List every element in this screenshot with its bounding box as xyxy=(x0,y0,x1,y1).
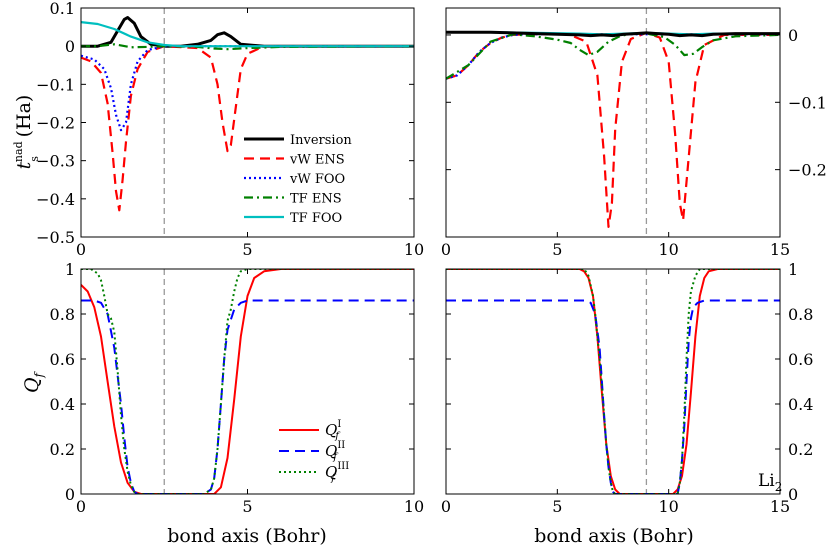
legend: Inversion vW ENS vW FOO TF ENS TF FOO xyxy=(244,133,352,226)
y-tick-label: 0.2 xyxy=(50,440,75,459)
series-tf-foo xyxy=(81,21,414,48)
y-tick-label: 0 xyxy=(788,485,798,504)
series-vw-foo xyxy=(81,45,414,132)
y-tick-label: 0 xyxy=(65,37,75,56)
y-tick-label: 0 xyxy=(788,26,798,45)
svg-text:Qf: Qf xyxy=(21,370,46,393)
x-tick-label: 10 xyxy=(658,497,678,516)
legend-entry-label: QI f xyxy=(325,419,341,442)
y-tick-label: 0.4 xyxy=(788,395,813,414)
series-tf-ens xyxy=(446,32,780,80)
panel-top-left: 0 5 10 −0.5 −0.4 −0.3 −0.2 −0.1 0 0.1 Inversion vW … xyxy=(36,0,424,259)
y-tick-label: 0.6 xyxy=(788,350,813,369)
y-tick-label: −0.2 xyxy=(36,114,75,133)
x-tick-label: 0 xyxy=(441,497,451,516)
axes-frame xyxy=(445,268,781,495)
y-label-bottom-sub: f xyxy=(32,370,46,378)
x-tick-label: 15 xyxy=(770,497,790,516)
y-tick-label: 0.4 xyxy=(50,395,75,414)
x-tick-label: 5 xyxy=(552,497,562,516)
series-group xyxy=(81,269,414,494)
system-label-main: Li xyxy=(758,471,775,491)
legend-entry-label: QII f xyxy=(325,440,345,463)
series-group xyxy=(81,16,414,212)
x-tick-label: 5 xyxy=(552,240,562,259)
legend-entry-label: TF FOO xyxy=(290,211,342,226)
series-qi xyxy=(446,269,780,494)
series-tf-ens xyxy=(81,43,414,51)
y-tick-label: 1 xyxy=(788,260,798,279)
y-label-top-main: t xyxy=(13,161,35,169)
axes-frame xyxy=(445,7,781,238)
y-axis-label-top: tsnad (Ha) xyxy=(12,95,41,170)
x-tick-label: 0 xyxy=(441,240,451,259)
y-tick-label: 1 xyxy=(65,260,75,279)
y-tick-label: 0 xyxy=(65,485,75,504)
y-tick-label: −0.4 xyxy=(36,190,75,209)
series-qii xyxy=(446,299,780,494)
legend-entry-label: Inversion xyxy=(290,133,352,148)
series-qiii xyxy=(81,269,414,494)
x-tick-label: 0 xyxy=(76,497,86,516)
x-tick-label: 10 xyxy=(404,240,424,259)
legend-entry-label: vW ENS xyxy=(289,153,345,168)
system-label: Li2 xyxy=(758,471,782,494)
x-axis-label-right: bond axis (Bohr) xyxy=(534,525,694,547)
axes-frame xyxy=(80,268,415,495)
y-tick-label: −0.2 xyxy=(788,161,827,180)
x-tick-label: 10 xyxy=(658,240,678,259)
y-label-top-unit: (Ha) xyxy=(13,95,35,138)
panel-top-right: 0 5 10 15 0 −0.1 −0.2 xyxy=(441,7,827,259)
y-tick-label: 0.1 xyxy=(50,0,75,18)
series-inversion xyxy=(446,30,780,38)
legend-entry-label: TF ENS xyxy=(290,192,342,207)
series-vw-ens xyxy=(446,31,780,228)
axes-frame xyxy=(80,7,415,238)
x-tick-label: 5 xyxy=(242,497,252,516)
series-inversion xyxy=(81,16,414,48)
y-tick-label: 0.8 xyxy=(50,305,75,324)
y-tick-label: −0.1 xyxy=(788,93,827,112)
svg-text:tsnad(Ha): tsnad (Ha) xyxy=(12,95,41,170)
y-tick-label: 0.6 xyxy=(50,350,75,369)
y-tick-label: −0.3 xyxy=(36,152,75,171)
series-qi xyxy=(81,269,414,494)
system-label-subscript: 2 xyxy=(775,480,783,494)
y-tick-label: 0.2 xyxy=(788,440,813,459)
y-label-top-sup: nad xyxy=(12,141,25,162)
series-vw-ens xyxy=(81,45,414,212)
y-axis-label-bottom: Qf xyxy=(21,370,46,393)
series-group xyxy=(446,269,780,494)
y-label-top-sub: s xyxy=(28,156,41,162)
y-tick-label: −0.5 xyxy=(36,228,75,247)
x-tick-label: 10 xyxy=(404,497,424,516)
x-tick-label: 0 xyxy=(76,240,86,259)
series-qii xyxy=(81,299,414,494)
y-label-bottom-main: Q xyxy=(21,377,43,393)
y-tick-label: 0.8 xyxy=(788,305,813,324)
series-group xyxy=(446,30,780,228)
series-qiii xyxy=(446,269,780,494)
x-axis-label-left: bond axis (Bohr) xyxy=(167,525,327,547)
x-tick-label: 15 xyxy=(770,240,790,259)
x-tick-label: 5 xyxy=(242,240,252,259)
y-tick-label: −0.1 xyxy=(36,75,75,94)
legend-entry-label: vW FOO xyxy=(289,172,345,187)
legend-entry-label: QIII f xyxy=(325,461,349,484)
